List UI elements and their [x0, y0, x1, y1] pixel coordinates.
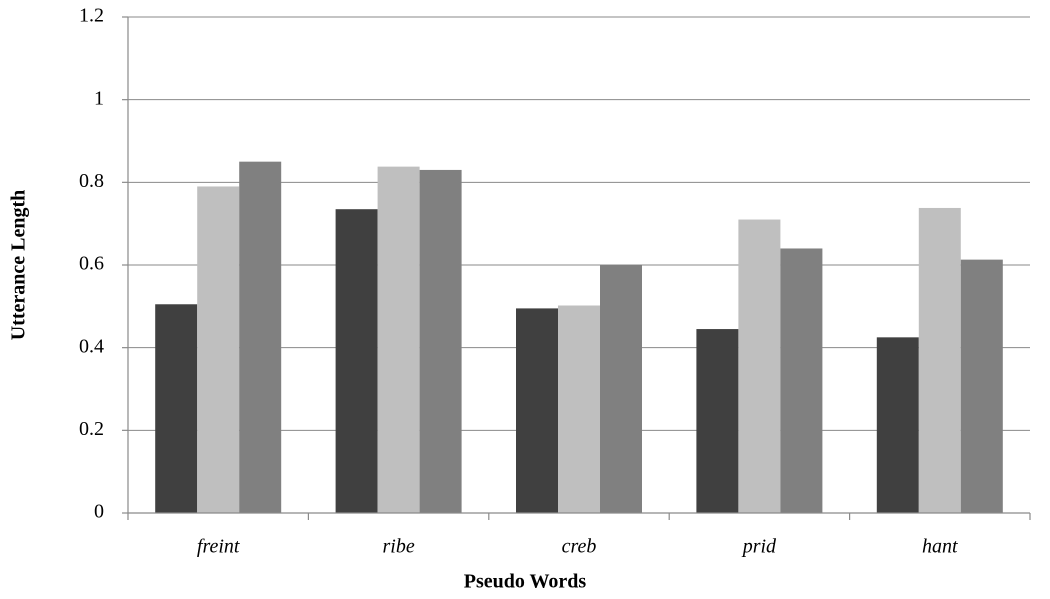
x-tick-label: creb	[562, 536, 597, 558]
bar	[960, 259, 1003, 513]
bar	[155, 304, 198, 513]
bar	[197, 186, 240, 513]
bar	[516, 308, 558, 513]
y-tick-label: 0.6	[79, 253, 104, 275]
bar	[696, 329, 739, 513]
x-tick-label: prid	[741, 536, 777, 558]
bar	[558, 305, 600, 513]
bar	[600, 265, 642, 513]
bar	[377, 166, 420, 514]
y-tick-label: 1	[94, 87, 104, 109]
x-tick-label: hant	[922, 536, 958, 558]
bar	[876, 337, 919, 513]
bar	[738, 219, 781, 514]
y-axis-title: Utterance Length	[8, 190, 30, 341]
y-tick-label: 0	[94, 501, 104, 523]
y-tick-label: 0.2	[79, 418, 104, 440]
x-tick-label: ribe	[382, 536, 414, 558]
bar	[419, 169, 462, 513]
bar	[780, 248, 823, 513]
y-tick-label: 0.8	[79, 170, 104, 192]
y-tick-label: 0.4	[79, 335, 104, 357]
y-tick-label: 1.2	[79, 5, 104, 27]
bar	[239, 161, 282, 513]
x-axis-title: Pseudo Words	[464, 571, 587, 593]
x-tick-label: freint	[197, 536, 240, 558]
bar	[335, 209, 378, 513]
bar	[918, 207, 961, 513]
